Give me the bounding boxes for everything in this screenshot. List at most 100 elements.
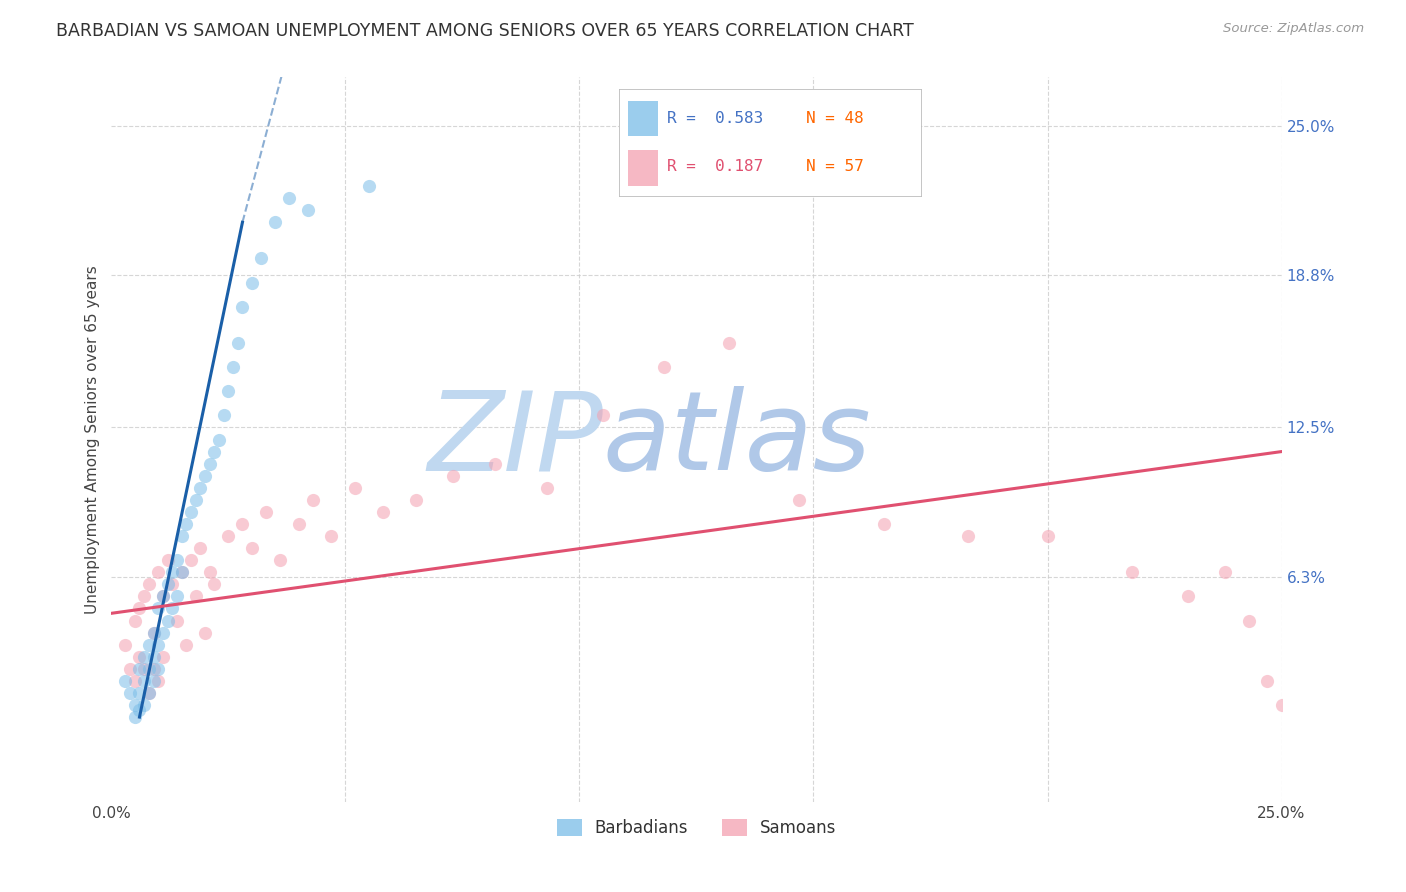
Point [138,686,160,700]
Point [343,481,366,495]
Text: N = 48: N = 48 [806,112,863,126]
Point [194,468,217,483]
Point [194,625,217,640]
Point [180,505,202,519]
Point [1294,747,1316,761]
Point [536,481,558,495]
Point [188,541,211,555]
Point [134,662,156,676]
FancyBboxPatch shape [627,150,658,186]
Point [156,577,179,591]
Point [162,601,184,615]
Point [1036,529,1059,543]
Point [128,686,150,700]
Point [124,614,146,628]
FancyBboxPatch shape [627,101,658,136]
Point [441,468,464,483]
Point [142,625,165,640]
Point [250,252,273,266]
Point [301,492,323,507]
Point [321,529,343,543]
Point [142,673,165,688]
Point [166,590,188,604]
Point [202,577,225,591]
Point [170,566,193,580]
Point [254,505,277,519]
Point [142,649,165,664]
Point [592,409,614,423]
Point [120,686,142,700]
Point [124,673,146,688]
Point [180,553,202,567]
Point [128,703,150,717]
Point [405,492,427,507]
Point [162,566,184,580]
Point [484,457,506,471]
Point [138,577,160,591]
Point [152,590,174,604]
Point [1215,566,1237,580]
Point [152,625,174,640]
Point [371,505,394,519]
Point [264,215,287,229]
Point [1121,566,1143,580]
Point [240,541,263,555]
Point [222,360,245,375]
Point [1237,614,1260,628]
Point [138,638,160,652]
Point [114,673,136,688]
Point [166,614,188,628]
Point [138,686,160,700]
Text: R =  0.187: R = 0.187 [666,160,763,174]
Point [138,662,160,676]
Point [357,179,380,194]
Point [148,673,170,688]
Point [789,492,811,507]
Point [240,276,263,290]
Text: R =  0.583: R = 0.583 [666,112,763,126]
Point [217,529,239,543]
Point [297,203,319,218]
Point [956,529,979,543]
Point [269,553,291,567]
Point [1256,673,1278,688]
Legend: Barbadians, Samoans: Barbadians, Samoans [550,813,844,844]
Point [128,601,150,615]
Y-axis label: Unemployment Among Seniors over 65 years: Unemployment Among Seniors over 65 years [86,265,100,614]
Point [176,638,198,652]
Point [148,638,170,652]
Point [120,662,142,676]
Point [278,191,301,205]
Text: ZIP: ZIP [427,386,603,493]
Point [162,577,184,591]
Point [134,649,156,664]
Point [231,516,253,531]
Point [142,625,165,640]
Point [114,638,136,652]
Point [718,335,741,350]
Point [1279,734,1302,748]
Point [128,649,150,664]
Point [212,409,235,423]
Point [1308,758,1330,772]
Point [184,492,207,507]
Point [873,516,896,531]
Text: Source: ZipAtlas.com: Source: ZipAtlas.com [1223,22,1364,36]
Point [134,590,156,604]
Point [148,601,170,615]
Point [170,529,193,543]
Point [217,384,239,399]
Point [176,516,198,531]
Point [231,300,253,314]
Point [202,444,225,458]
Point [170,566,193,580]
Point [198,566,221,580]
Point [208,433,231,447]
Text: BARBADIAN VS SAMOAN UNEMPLOYMENT AMONG SENIORS OVER 65 YEARS CORRELATION CHART: BARBADIAN VS SAMOAN UNEMPLOYMENT AMONG S… [56,22,914,40]
Point [142,662,165,676]
Point [124,698,146,712]
Point [156,614,179,628]
Point [184,590,207,604]
Point [134,698,156,712]
Point [156,553,179,567]
